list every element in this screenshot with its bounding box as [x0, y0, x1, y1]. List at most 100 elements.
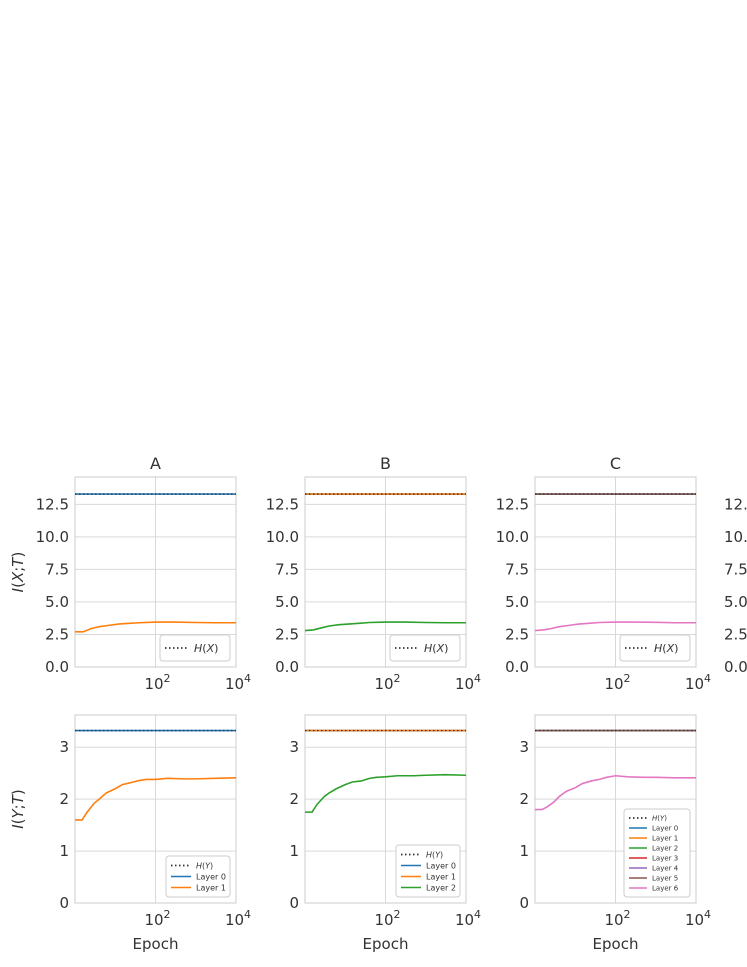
panel-b-bottom: 0 1 2 3 102 104 Epoch H(Y) Layer 0 Layer 1 Layer 2 — [289, 714, 481, 953]
legend: H(X) — [389, 634, 461, 662]
series-line-layer-6 — [535, 774, 696, 811]
y-tick-label: 7.5 — [724, 560, 747, 578]
x-tick-label: 104 — [685, 908, 711, 929]
y-tick-label: 0 — [289, 894, 299, 912]
x-axis-label: Epoch — [593, 935, 639, 953]
y-tick-label: 1 — [59, 842, 69, 860]
legend-label: Layer 1 — [652, 834, 678, 842]
y-tick-label: 3 — [289, 738, 299, 756]
y-tick-label: 12.5 — [266, 495, 299, 513]
y-tick-label: 5.0 — [505, 593, 529, 611]
series-line-layer-2 — [304, 621, 466, 632]
legend: H(Y) Layer 0 Layer 1 Layer 2 Layer 3 Layer 4 L… — [623, 808, 691, 898]
y-tick-label: 7.5 — [505, 560, 529, 578]
legend-label: Layer 2 — [652, 844, 678, 852]
y-tick-label: 0 — [59, 894, 69, 912]
x-tick-label: 102 — [144, 908, 170, 929]
series-line-layer-1 — [75, 777, 237, 821]
legend-box — [619, 634, 691, 662]
legend-label: Layer 0 — [652, 824, 678, 832]
legend-label: Layer 2 — [426, 883, 456, 892]
legend-label: Layer 0 — [196, 872, 226, 881]
axes-frame — [74, 714, 237, 904]
x-tick-label: 102 — [604, 908, 630, 929]
y-tick-label: 5.0 — [724, 593, 747, 611]
y-tick-label: 2.5 — [275, 625, 299, 643]
x-axis-label: Epoch — [363, 935, 409, 953]
axes-frame — [304, 714, 467, 904]
axes-frame — [74, 476, 237, 668]
legend-label: H(Y) — [426, 850, 443, 859]
x-tick-label: 104 — [225, 908, 251, 929]
panel-c: 0.0 2.5 5.0 7.5 10.0 12.5 102 104 C H(X) — [496, 454, 711, 693]
x-tick-label: 102 — [374, 672, 400, 693]
y-tick-label: 2 — [59, 790, 69, 808]
legend-label: Layer 5 — [652, 874, 678, 882]
y-tick-label: 10.0 — [496, 528, 529, 546]
panel-title: A — [150, 454, 161, 473]
x-tick-label: 102 — [604, 672, 630, 693]
y-tick-label: 12.5 — [496, 495, 529, 513]
x-tick-label: 104 — [455, 908, 481, 929]
legend-label: H(Y) — [652, 814, 667, 822]
series-line-layer-2 — [305, 773, 467, 813]
y-tick-label: 12.5 — [36, 495, 69, 513]
x-tick-label: 102 — [144, 672, 170, 693]
y-tick-label: 0.0 — [724, 658, 747, 676]
y-tick-label: 7.5 — [275, 560, 299, 578]
y-tick-label: 2 — [519, 790, 529, 808]
y-tick-label: 2.5 — [45, 625, 69, 643]
x-tick-label: 104 — [685, 672, 711, 693]
series-line-layer-6 — [534, 621, 696, 632]
y-tick-label: 10.0 — [724, 528, 747, 546]
legend: H(X) — [619, 634, 691, 662]
y-tick-label: 7.5 — [45, 560, 69, 578]
y-tick-label: 3 — [59, 738, 69, 756]
legend-label: H(X) — [424, 642, 448, 655]
legend-box — [159, 634, 231, 662]
y-tick-label: 2 — [289, 790, 299, 808]
panel-c-bottom: 0 1 2 3 102 104 Epoch H(Y) Layer 0 Layer 1 Layer 2… — [519, 714, 711, 953]
y-tick-label: 2.5 — [724, 625, 747, 643]
series-line-layer-1 — [75, 621, 236, 633]
legend-label: H(X) — [654, 642, 678, 655]
axes-frame — [534, 476, 697, 668]
y-tick-label: 10.0 — [36, 528, 69, 546]
y-tick-label: 10.0 — [266, 528, 299, 546]
panel-title: B — [380, 454, 391, 473]
legend: H(Y) Layer 0 Layer 1 Layer 2 — [395, 844, 461, 898]
legend-label: Layer 3 — [652, 854, 678, 862]
legend-label: H(Y) — [196, 861, 213, 870]
x-tick-label: 102 — [374, 908, 400, 929]
legend-box — [395, 844, 461, 898]
panel-a-bottom: 0 1 2 3 102 104 Epoch I(Y;T) H(Y) Layer 0 Layer 1 — [9, 714, 251, 953]
y-tick-label: 12.5 — [724, 495, 747, 513]
legend-box — [389, 634, 461, 662]
legend: H(Y) Layer 0 Layer 1 — [165, 855, 231, 898]
y-tick-label: 5.0 — [45, 593, 69, 611]
legend-label: Layer 1 — [196, 883, 226, 892]
y-tick-label: 0.0 — [45, 658, 69, 676]
axes-frame — [304, 476, 467, 668]
legend-box — [623, 808, 691, 898]
legend: H(X) — [159, 634, 231, 662]
y-axis-label: I(X;T) — [9, 552, 27, 593]
panel-title: C — [610, 454, 621, 473]
y-tick-label: 0.0 — [275, 658, 299, 676]
y-tick-label: 0 — [519, 894, 529, 912]
y-tick-label: 1 — [289, 842, 299, 860]
x-axis-label: Epoch — [133, 935, 179, 953]
y-tick-label: 3 — [519, 738, 529, 756]
x-tick-label: 104 — [455, 672, 481, 693]
x-tick-label: 104 — [225, 672, 251, 693]
legend-label: H(X) — [194, 642, 218, 655]
panel-a: 0.0 2.5 5.0 7.5 10.0 12.5 102 104 A I(X;T) H(X) — [9, 454, 251, 693]
panel-d-cropped: 12.5 10.0 7.5 5.0 2.5 0.0 — [724, 495, 747, 676]
legend-label: Layer 0 — [426, 861, 456, 870]
y-tick-label: 1 — [519, 842, 529, 860]
panel-b: 0.0 2.5 5.0 7.5 10.0 12.5 102 104 B H(X) — [266, 454, 481, 693]
y-tick-label: 0.0 — [505, 658, 529, 676]
legend-label: Layer 1 — [426, 872, 456, 881]
y-axis-label: I(Y;T) — [9, 789, 27, 829]
